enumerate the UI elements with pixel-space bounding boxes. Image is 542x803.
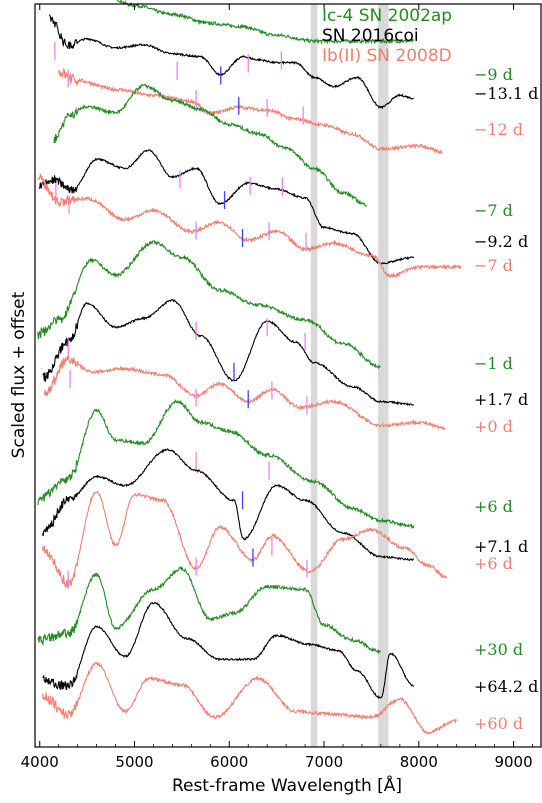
legend-entry-coi: SN 2016coi <box>322 26 419 46</box>
spectra-series <box>37 0 462 735</box>
x-tick-label-5000: 5000 <box>115 753 153 771</box>
epoch-label-ic4-1: −9 d <box>474 65 513 84</box>
plot-border <box>34 3 542 748</box>
legend: Ic-4 SN 2002ap SN 2016coi Ib(II) SN 2008… <box>322 6 452 66</box>
epoch-label-ib-2: −7 d <box>474 256 513 275</box>
telluric-band-1 <box>310 4 318 747</box>
spectrum-coi-epoch-4 <box>42 447 415 562</box>
spectrum-ib-epoch-3 <box>43 354 446 431</box>
epoch-label-ib-5: +60 d <box>474 714 523 733</box>
epoch-label-coi-1: −13.1 d <box>474 84 538 103</box>
spectrum-ic4-epoch-4 <box>37 399 415 529</box>
spectrum-coi-epoch-2 <box>39 149 415 265</box>
epoch-label-coi-4: +7.1 d <box>474 537 528 556</box>
x-tick-label-7000: 7000 <box>305 753 343 771</box>
spectrum-ib-epoch-5 <box>42 661 457 735</box>
spectrum-ic4-epoch-1 <box>116 0 415 45</box>
epoch-label-ib-4: +6 d <box>474 554 513 573</box>
epoch-label-ic4-2: −7 d <box>474 201 513 220</box>
legend-entry-ic4: Ic-4 SN 2002ap <box>322 6 452 26</box>
spectrum-ic4-epoch-2 <box>53 83 368 207</box>
epoch-label-coi-5: +64.2 d <box>474 677 538 696</box>
y-axis-title: Scaled flux + offset <box>9 291 29 458</box>
spectrum-coi-epoch-1 <box>48 14 415 110</box>
spectrum-ic4-epoch-5 <box>37 565 382 655</box>
epoch-label-coi-3: +1.7 d <box>474 390 528 409</box>
x-tick-label-6000: 6000 <box>210 753 248 771</box>
spectrum-coi-epoch-5 <box>42 601 414 699</box>
epoch-labels: −9 d−13.1 d −12 d −7 d −9.2 d −7 d −1 d +1.7 d… <box>474 65 538 733</box>
plot-frame <box>34 3 542 748</box>
telluric-bands <box>310 4 389 747</box>
line-markers <box>54 41 308 589</box>
epoch-label-ic4-5: +30 d <box>474 640 523 659</box>
spectrum-coi-epoch-3 <box>42 299 414 407</box>
spectrum-ib-epoch-2 <box>37 173 462 279</box>
legend-entry-ib: Ib(II) SN 2008D <box>322 46 452 66</box>
epoch-label-ic4-4: +6 d <box>474 497 513 516</box>
epoch-label-ic4-3: −1 d <box>474 354 513 373</box>
epoch-label-ib-3: +0 d <box>474 417 513 436</box>
x-tick-label-4000: 4000 <box>21 753 59 771</box>
epoch-label-ib-1: −12 d <box>474 120 523 139</box>
spectrum-ic4-epoch-3 <box>37 240 381 370</box>
x-axis-ticks: 4000 5000 6000 7000 8000 9000 <box>21 4 533 771</box>
x-tick-label-9000: 9000 <box>494 753 532 771</box>
spectrum-ib-epoch-1 <box>58 67 443 155</box>
x-tick-label-8000: 8000 <box>400 753 438 771</box>
spectrum-ib-epoch-4 <box>42 490 448 589</box>
x-axis-title: Rest-frame Wavelength [Å] <box>172 774 402 796</box>
epoch-label-coi-2: −9.2 d <box>474 232 528 251</box>
telluric-band-2 <box>378 4 389 747</box>
